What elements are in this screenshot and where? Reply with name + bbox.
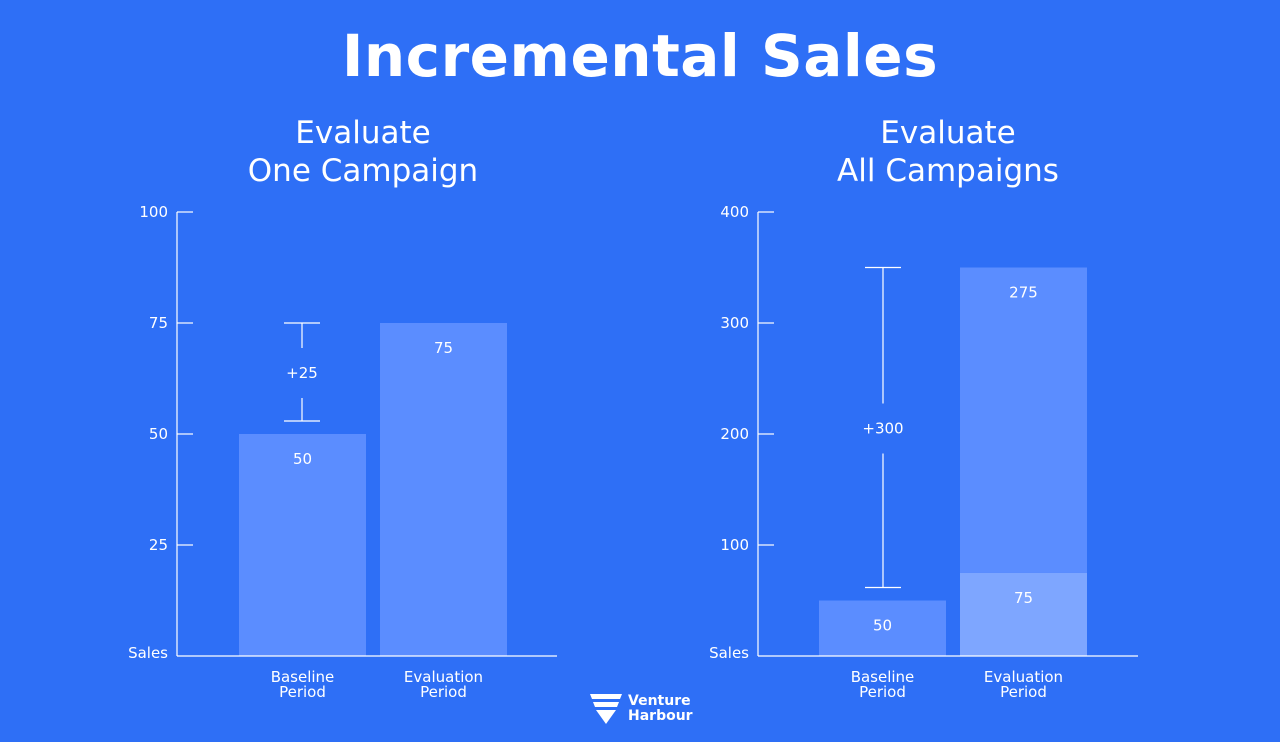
- x-category-label-line-1: Evaluation: [404, 668, 483, 686]
- chart-title-line-1: Evaluate: [880, 115, 1016, 151]
- y-tick-label: 25: [149, 536, 168, 554]
- bar: [380, 323, 507, 656]
- bar-value-label: 50: [873, 617, 892, 635]
- bar-value-label: 275: [1009, 284, 1038, 302]
- chart-title-line-1: Evaluate: [295, 115, 431, 151]
- y-tick-label: 200: [720, 425, 749, 443]
- chart-title-all-campaigns: Evaluate All Campaigns: [748, 114, 1148, 190]
- chart-title-one-campaign: Evaluate One Campaign: [163, 114, 563, 190]
- y-axis-label: Sales: [128, 644, 168, 662]
- x-category-label-line-2: Period: [1000, 683, 1047, 701]
- y-tick-label: 100: [720, 536, 749, 554]
- annotation-label: +300: [862, 420, 903, 438]
- bar-value-label: 50: [293, 450, 312, 468]
- bar: [819, 600, 946, 656]
- x-category-label-line-2: Period: [279, 683, 326, 701]
- y-axis-label: Sales: [709, 644, 749, 662]
- bar: [960, 267, 1087, 573]
- bar: [960, 572, 1087, 656]
- bar-value-label: 75: [434, 339, 453, 357]
- venture-harbour-logo-icon: [590, 694, 622, 724]
- brand-line-2: Harbour: [628, 708, 693, 724]
- bar-value-label: 75: [1014, 589, 1033, 607]
- x-category-label-line-1: Evaluation: [984, 668, 1063, 686]
- chart-title-line-2: One Campaign: [247, 153, 479, 189]
- page-title: Incremental Sales: [341, 22, 939, 90]
- x-category-label-line-1: Baseline: [271, 668, 335, 686]
- bar: [239, 434, 366, 656]
- chart-title-line-2: All Campaigns: [837, 153, 1059, 189]
- y-tick-label: 50: [149, 425, 168, 443]
- y-tick-label: 400: [720, 203, 749, 221]
- y-tick-label: 100: [139, 203, 168, 221]
- brand-line-1: Venture: [628, 693, 691, 709]
- brand-logo: Venture Harbour: [590, 692, 693, 726]
- annotation-label: +25: [286, 364, 318, 382]
- y-tick-label: 75: [149, 314, 168, 332]
- x-category-label-line-2: Period: [420, 683, 467, 701]
- y-tick-label: 300: [720, 314, 749, 332]
- x-category-label-line-2: Period: [859, 683, 906, 701]
- x-category-label-line-1: Baseline: [851, 668, 915, 686]
